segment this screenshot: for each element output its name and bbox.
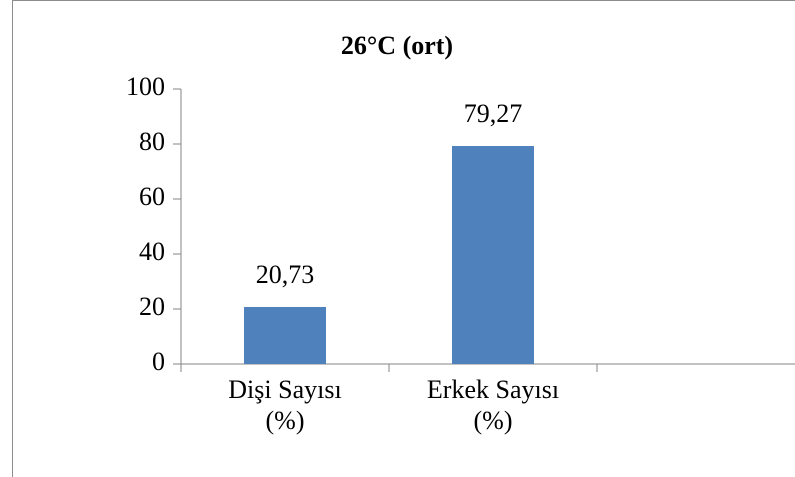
y-tick-label: 100 bbox=[126, 72, 165, 101]
y-tick-label: 80 bbox=[139, 127, 165, 156]
chart-title: 26°C (ort) bbox=[341, 31, 453, 60]
data-label: 79,27 bbox=[464, 99, 523, 128]
x-tick-label: Dişi Sayısı (%) bbox=[228, 375, 342, 435]
y-tick-label: 60 bbox=[139, 182, 165, 211]
bar bbox=[452, 146, 534, 364]
bar bbox=[244, 306, 326, 364]
x-tick-label-box: Erkek Sayısı (%) bbox=[426, 375, 560, 435]
x-tick-label: Erkek Sayısı (%) bbox=[426, 375, 560, 435]
x-tick-label-box: Dişi Sayısı (%) bbox=[228, 375, 342, 435]
y-tick-label: 0 bbox=[152, 347, 165, 376]
y-tick-label: 40 bbox=[139, 237, 165, 266]
chart-border bbox=[12, 0, 795, 477]
y-tick-label: 20 bbox=[139, 292, 165, 321]
data-label: 20,73 bbox=[256, 260, 315, 289]
